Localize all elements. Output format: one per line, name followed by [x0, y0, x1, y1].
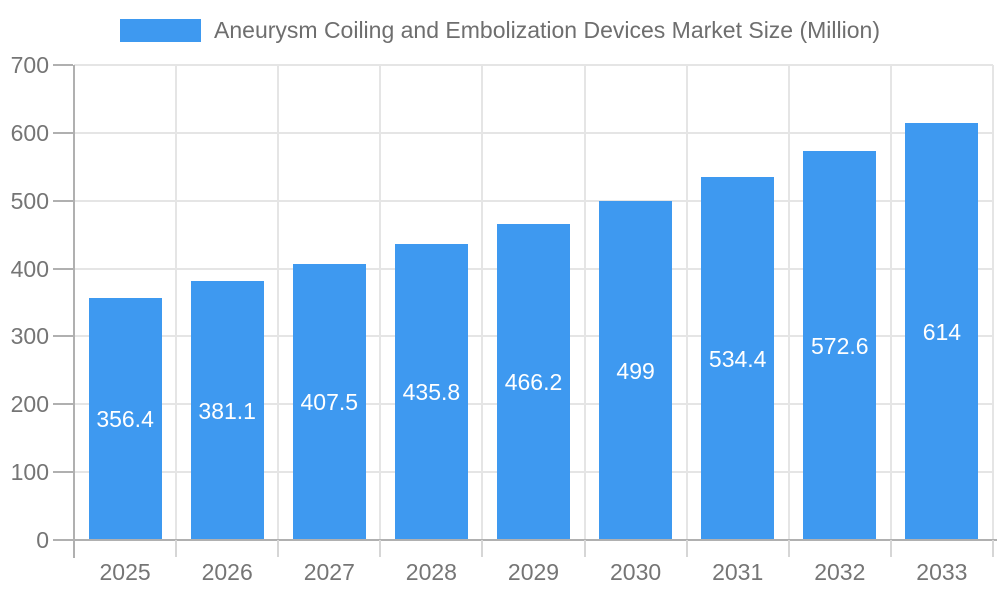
x-axis-tick: [277, 540, 280, 557]
y-axis-label-300: 300: [10, 323, 49, 350]
x-axis-label-2025: 2025: [99, 559, 151, 585]
bar-2028[interactable]: [394, 244, 468, 540]
y-axis-label-100: 100: [10, 459, 49, 486]
y-axis-label-0: 0: [36, 527, 49, 553]
x-axis-tick: [889, 540, 892, 557]
gridline-horizontal: [74, 199, 993, 202]
y-axis-tick: [53, 199, 73, 202]
bar-value-label-2028: 435.8: [402, 379, 461, 406]
bar-value-label-2033: 614: [922, 318, 962, 345]
x-axis-line: [73, 539, 997, 541]
x-axis-tick: [379, 540, 382, 557]
gridline-vertical: [175, 65, 178, 540]
gridline-vertical: [787, 65, 790, 540]
y-axis-label-600: 600: [10, 119, 49, 146]
bar-2027[interactable]: [292, 263, 366, 540]
bar-2033[interactable]: [905, 123, 979, 540]
x-axis-label-2031: 2031: [712, 559, 764, 585]
x-axis-label-2030: 2030: [610, 559, 662, 585]
bar-value-label-2030: 499: [616, 357, 655, 384]
y-axis-tick: [53, 335, 73, 338]
legend-series-label: Aneurysm Coiling and Embolization Device…: [214, 16, 880, 43]
gridline-vertical: [685, 65, 688, 540]
bar-value-label-2031: 534.4: [708, 345, 767, 372]
x-axis-label-2027: 2027: [303, 559, 355, 585]
bar-value-label-2025: 356.4: [96, 406, 154, 433]
x-axis-tick: [992, 540, 994, 557]
bar-value-label-2029: 466.2: [504, 368, 563, 395]
x-axis-label-2029: 2029: [507, 559, 560, 585]
bar-2029[interactable]: [497, 223, 570, 540]
y-axis-tick: [53, 267, 73, 270]
gridline-vertical: [379, 65, 382, 540]
bar-value-label-2027: 407.5: [300, 388, 359, 415]
bar-2025[interactable]: [88, 298, 162, 540]
gridline-horizontal: [74, 131, 993, 134]
x-axis-label-2032: 2032: [814, 559, 866, 585]
gridline-vertical: [889, 65, 892, 540]
x-axis-label-2026: 2026: [201, 559, 253, 585]
bar-2030[interactable]: [599, 201, 673, 540]
x-axis-tick: [787, 540, 790, 557]
bar-2031[interactable]: [701, 177, 775, 540]
bar-value-label-2032: 572.6: [811, 332, 869, 359]
x-axis-tick: [175, 540, 178, 557]
y-axis-tick: [53, 403, 73, 406]
x-axis-tick: [481, 540, 484, 557]
gridline-vertical: [277, 65, 280, 540]
y-axis-label-500: 500: [10, 187, 49, 214]
chart-legend[interactable]: Aneurysm Coiling and Embolization Device…: [0, 17, 1000, 43]
y-axis-tick: [53, 131, 73, 134]
gridline-horizontal: [74, 64, 993, 66]
bar-2026[interactable]: [190, 281, 264, 540]
bar-value-label-2026: 381.1: [198, 397, 256, 424]
y-axis-tick: [53, 64, 73, 66]
x-axis-label-2028: 2028: [405, 559, 457, 585]
x-axis-tick: [583, 540, 586, 557]
y-axis-label-700: 700: [10, 52, 49, 78]
gridline-vertical: [992, 65, 994, 540]
legend-color-swatch: [120, 18, 202, 42]
gridline-vertical: [583, 65, 586, 540]
y-axis-line: [73, 65, 75, 558]
x-axis-label-2033: 2033: [916, 559, 968, 585]
bar-2032[interactable]: [803, 151, 877, 540]
y-axis-tick: [53, 539, 73, 541]
y-axis-label-200: 200: [10, 391, 49, 418]
y-axis-label-400: 400: [10, 255, 49, 282]
y-axis-tick: [53, 471, 73, 474]
x-axis-tick: [685, 540, 688, 557]
gridline-vertical: [481, 65, 484, 540]
